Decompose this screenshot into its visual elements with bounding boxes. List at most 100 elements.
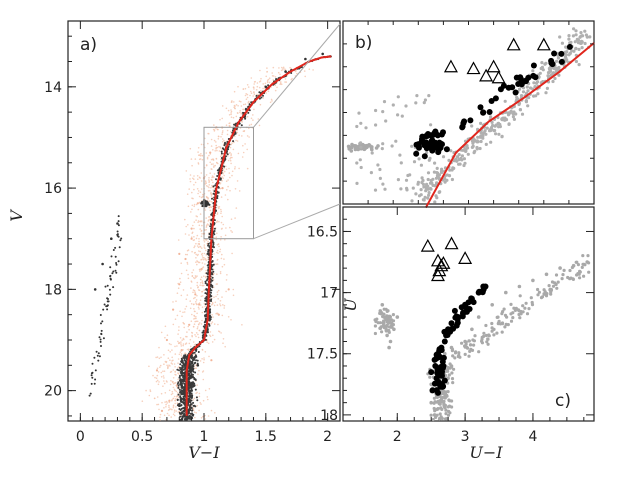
panel-b-field-point <box>573 40 577 44</box>
field-star-point <box>181 339 183 341</box>
field-star-point <box>201 311 204 314</box>
panel-b-field-point <box>471 144 475 148</box>
panel-c-field-point <box>549 290 553 294</box>
panel-c-field-point <box>384 316 389 320</box>
blue-star-point <box>111 272 114 275</box>
field-star-point <box>236 180 239 182</box>
panel-b-field-point <box>437 176 441 180</box>
field-star-point <box>176 314 179 317</box>
panel-b-field-point <box>556 56 561 60</box>
field-star-point <box>227 185 229 188</box>
panel-b-field-point <box>438 190 442 194</box>
cluster-star-point <box>178 411 181 414</box>
panel-c-field-point <box>389 318 393 322</box>
panel-c-field-point <box>470 348 475 352</box>
field-star-point <box>213 253 215 255</box>
field-star-point <box>230 112 232 114</box>
panel-c-field-point <box>506 323 510 327</box>
panel-b-field-point <box>567 34 571 38</box>
field-star-point <box>230 154 232 157</box>
panel-c-field-point <box>517 284 522 289</box>
panel-b-field-point <box>524 99 529 103</box>
field-star-point <box>194 367 196 370</box>
field-star-point <box>179 281 182 284</box>
panel-b-field-point <box>454 157 458 161</box>
panel-b-field-point <box>426 196 430 200</box>
panel-b-field-point <box>460 148 464 152</box>
blue-star-point <box>106 304 109 307</box>
field-star-point <box>221 180 223 182</box>
cluster-star-point <box>178 369 180 372</box>
panel-c-field-point <box>509 302 513 306</box>
panel-b-field-point <box>364 126 368 130</box>
blue-star-point <box>112 286 115 289</box>
cluster-star-point <box>177 384 180 387</box>
field-star-point <box>202 266 205 268</box>
cluster-star-point <box>177 393 180 396</box>
field-star-point <box>264 82 267 85</box>
field-star-point <box>164 336 166 339</box>
field-star-point <box>159 413 162 416</box>
field-star-point <box>213 166 215 168</box>
field-star-point <box>274 76 277 78</box>
panel-c-field-point <box>586 254 590 258</box>
cluster-star-point <box>178 376 181 378</box>
field-star-point <box>191 313 193 316</box>
panel-c-field-point <box>500 330 504 334</box>
field-star-point <box>153 397 156 400</box>
cluster-star-point <box>207 261 210 264</box>
field-star-point <box>199 250 201 253</box>
panel-c-field-point <box>523 306 527 310</box>
cluster-star-point <box>234 132 237 135</box>
panel-b-field-point <box>355 124 359 129</box>
field-star-point <box>149 389 151 391</box>
panel-c-member-point <box>437 383 444 390</box>
field-star-point <box>195 219 197 221</box>
cluster-star-point <box>226 153 229 156</box>
panel-b-outlier-triangles <box>443 37 551 84</box>
field-star-point <box>198 369 200 372</box>
zoom-box <box>203 126 254 240</box>
panel-c-member-point <box>431 380 438 387</box>
field-star-point <box>222 172 224 175</box>
panel-c-field-point <box>472 343 476 347</box>
cluster-star-point <box>214 184 217 187</box>
y-tick-label: 14 <box>44 80 62 96</box>
panel-b-field-point <box>535 80 540 84</box>
field-star-point <box>216 232 218 235</box>
blue-star-point <box>117 260 120 263</box>
panel-b-field-point <box>497 132 501 136</box>
field-star-point <box>227 155 229 157</box>
cluster-star-point <box>211 260 214 263</box>
panel-c-field-point <box>550 280 555 284</box>
panel-b-field-point <box>422 101 426 105</box>
panel-b-field-point <box>507 122 511 126</box>
field-star-point <box>234 107 236 109</box>
panel-c-field-point <box>447 398 451 402</box>
field-star-point <box>228 172 231 174</box>
field-star-point <box>217 289 220 292</box>
blue-star-point <box>94 378 97 381</box>
cluster-star-point <box>180 411 183 414</box>
field-star-point <box>197 323 200 326</box>
panel-b-member-point <box>517 74 524 81</box>
cluster-star-point <box>208 324 211 327</box>
panel-c-field-point <box>460 341 464 345</box>
field-star-point <box>168 401 171 404</box>
field-star-point <box>230 143 233 146</box>
panel-c-field-point <box>435 400 439 404</box>
field-star-point <box>171 392 174 395</box>
field-star-point <box>272 79 275 81</box>
panel-c-field-point <box>432 413 437 417</box>
panel-c-field-point <box>388 339 393 344</box>
panel-b-field-point <box>419 188 423 192</box>
panel-b-field-point <box>555 59 559 63</box>
field-star-point <box>195 261 197 264</box>
field-star-point <box>204 180 207 182</box>
cluster-star-point <box>275 78 278 80</box>
panel-b-member-point <box>497 86 504 93</box>
field-star-point <box>272 75 275 77</box>
panel-c-field-point <box>373 318 377 322</box>
cluster-star-point <box>212 263 215 266</box>
